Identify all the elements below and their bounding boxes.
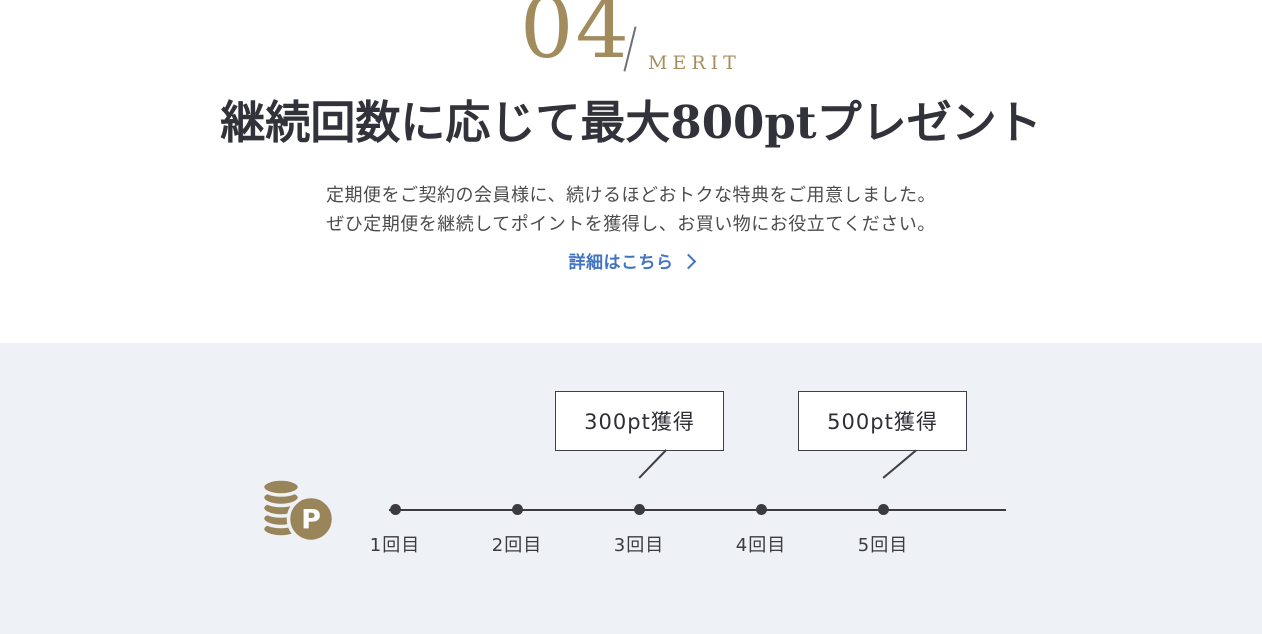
timeline-dot-1 <box>390 504 401 515</box>
timeline-line <box>389 509 1006 511</box>
details-link-label: 詳細はこちら <box>568 253 674 273</box>
timeline-dot-4 <box>756 504 767 515</box>
timeline-step-label-4: 4回目 <box>735 535 787 556</box>
timeline-step-label-5: 5回目 <box>857 535 909 556</box>
timeline-dot-3 <box>634 504 645 515</box>
timeline-dot-2 <box>512 504 523 515</box>
point-symbol: P <box>301 505 321 536</box>
merit-number: 04 <box>520 0 631 77</box>
timeline-step-label-2: 2回目 <box>491 535 543 556</box>
point-coins-icon: P <box>261 477 336 542</box>
benefits-band: P 300pt獲得 500pt獲得 1回目 2回目 3回目 4回目 5回目 <box>0 343 1262 634</box>
timeline-dot-5 <box>878 504 889 515</box>
details-link-row: 詳細はこちら <box>0 248 1262 273</box>
point-badge-300-tail <box>638 449 667 479</box>
timeline-step-label-1: 1回目 <box>369 535 421 556</box>
merit-category-label: MERIT <box>648 52 741 74</box>
section-title: 継続回数に応じて最大800ptプレゼント <box>220 96 1042 149</box>
section-description-line1: 定期便をご契約の会員様に、続けるほどおトクな特典をご用意しました。 <box>326 185 936 206</box>
timeline-step-label-3: 3回目 <box>613 535 665 556</box>
details-link[interactable]: 詳細はこちら <box>568 248 696 273</box>
point-badge-300: 300pt獲得 <box>555 391 724 451</box>
point-badge-500-tail <box>882 449 917 479</box>
point-badge-500: 500pt獲得 <box>798 391 967 451</box>
chevron-right-icon <box>680 253 696 269</box>
section-description-line2: ぜひ定期便を継続してポイントを獲得し、お買い物にお役立てください。 <box>326 214 936 235</box>
